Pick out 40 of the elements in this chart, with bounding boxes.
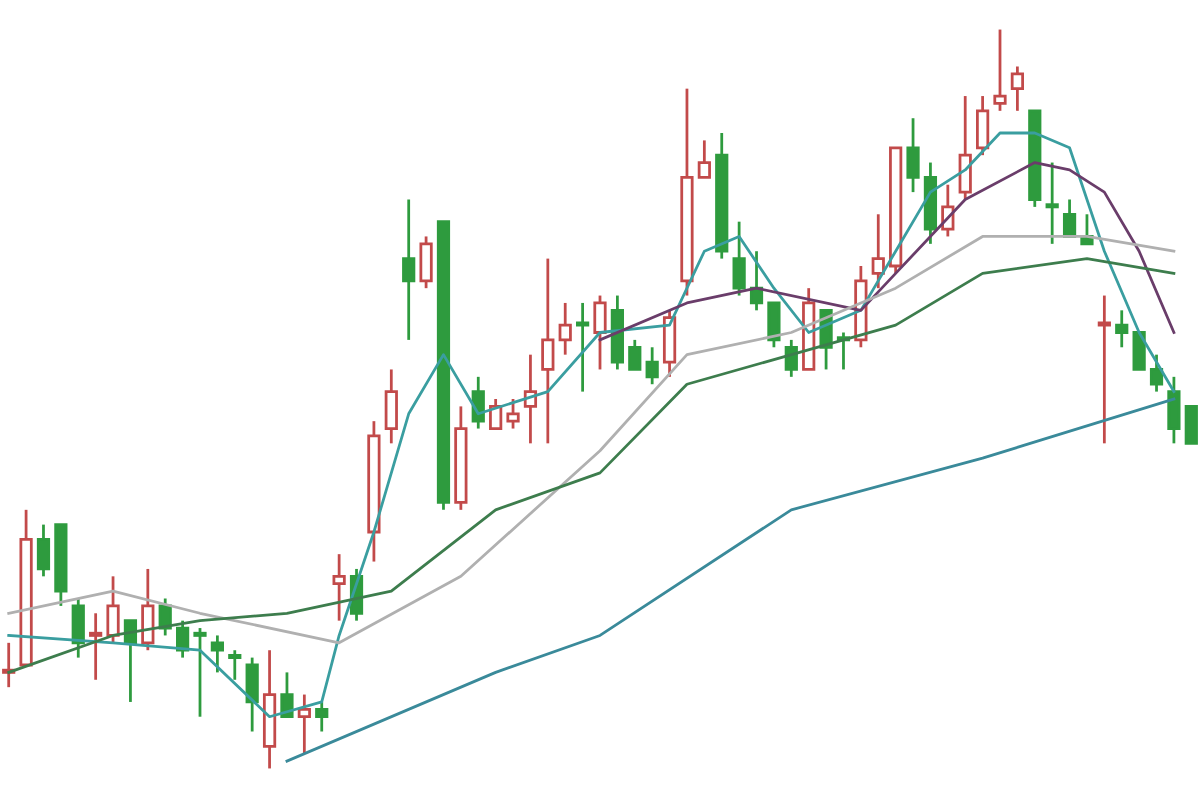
candlestick — [402, 198, 416, 342]
candlestick — [297, 693, 311, 756]
candlestick — [176, 619, 190, 659]
candlestick — [871, 212, 885, 290]
candlestick — [71, 597, 85, 659]
candlestick — [732, 220, 746, 297]
candlestick — [993, 28, 1007, 113]
candlestick — [558, 301, 572, 357]
candlestick — [419, 235, 433, 290]
candlestick — [645, 345, 659, 386]
candlestick — [541, 257, 555, 445]
candlestick — [36, 523, 51, 578]
candlestick — [332, 552, 346, 623]
candlestick — [1167, 375, 1181, 445]
candlestick — [384, 368, 398, 445]
candlestick — [1115, 308, 1129, 349]
candlestick — [106, 574, 120, 645]
candlestick — [697, 139, 711, 179]
candlestick — [1097, 294, 1111, 445]
candlestick — [89, 611, 103, 682]
candlestick — [1149, 353, 1164, 393]
candlestick — [958, 94, 972, 201]
candlestick — [1010, 65, 1024, 113]
candlestick — [245, 656, 259, 733]
candlestick — [1045, 161, 1059, 246]
candlestick — [193, 626, 207, 719]
candlestick — [506, 397, 520, 430]
candlestick — [210, 634, 224, 674]
candlestick — [1184, 405, 1198, 445]
candlestick — [767, 301, 781, 349]
candlestick — [576, 301, 590, 393]
candlestick — [315, 700, 329, 733]
candlestick — [280, 671, 294, 719]
candlestick — [228, 648, 242, 682]
candlestick — [906, 116, 920, 194]
candlestick — [976, 94, 990, 157]
candlestick — [662, 308, 677, 379]
candlestick — [628, 338, 642, 371]
candlestick — [141, 567, 155, 652]
candlestick — [593, 294, 607, 371]
